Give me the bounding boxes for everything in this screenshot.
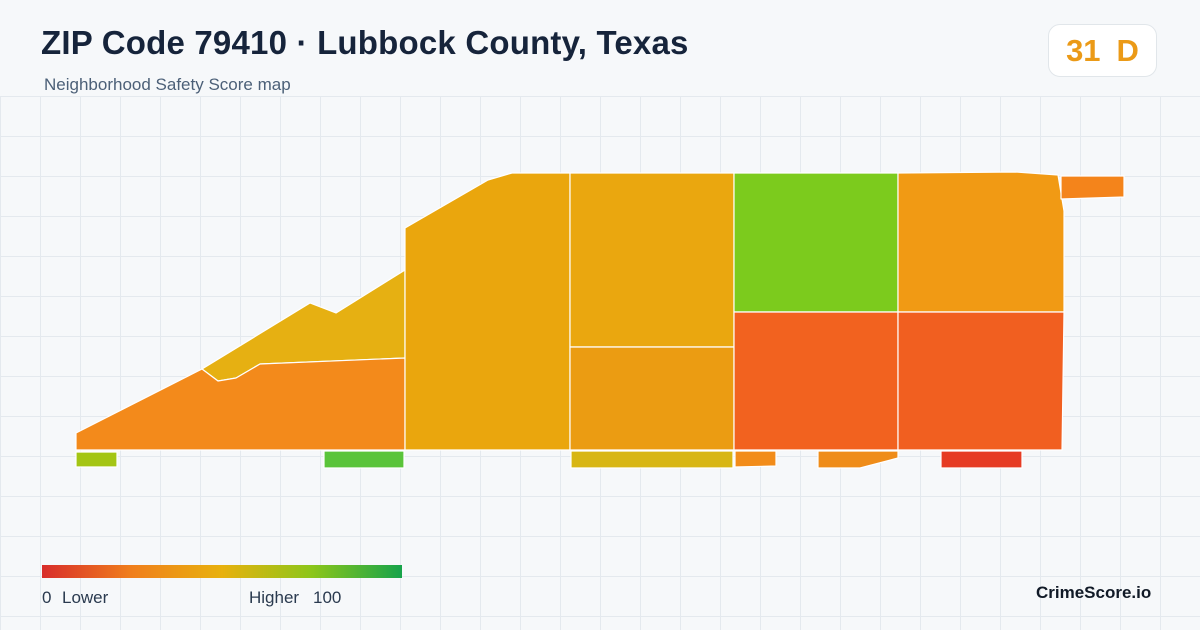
legend-high-label: Higher (249, 588, 300, 607)
legend-low-label: Lower (62, 588, 109, 607)
map-region-central-lower-block[interactable] (569, 346, 735, 451)
map-region-southeast-right-block[interactable] (897, 311, 1065, 451)
map-region-southeast-left-block[interactable] (733, 311, 899, 451)
map-region-south-tab-4[interactable] (734, 450, 777, 468)
map-region-west-lower-band[interactable] (75, 357, 406, 451)
page-title: ZIP Code 79410 · Lubbock County, Texas (41, 24, 689, 61)
brand-logo-text: CrimeScore.io (1036, 583, 1152, 602)
safety-score-value: 31 (1066, 32, 1101, 68)
map-region-northeast-green-block[interactable] (733, 172, 899, 313)
safety-score-grade: D (1116, 32, 1139, 68)
map-region-south-tab-1[interactable] (75, 451, 118, 468)
map-region-northeast-orange-block[interactable] (897, 171, 1065, 313)
map-region-south-tab-5[interactable] (817, 450, 899, 469)
map-region-south-tab-6[interactable] (940, 450, 1023, 469)
legend-color-scale (42, 565, 402, 578)
header: ZIP Code 79410 · Lubbock County, Texas N… (0, 0, 1200, 96)
map-region-central-west-block[interactable] (404, 172, 571, 451)
page-subtitle: Neighborhood Safety Score map (44, 75, 291, 94)
map-region-south-tab-3[interactable] (570, 450, 734, 469)
legend-high-value: 100 (313, 588, 342, 607)
map-region-central-upper-block[interactable] (569, 172, 735, 348)
map-region-far-east-tab[interactable] (1060, 175, 1125, 200)
legend-low-value: 0 (42, 588, 52, 607)
map-region-south-tab-2[interactable] (323, 450, 405, 469)
safety-score-badge: 31 D (1048, 24, 1157, 77)
